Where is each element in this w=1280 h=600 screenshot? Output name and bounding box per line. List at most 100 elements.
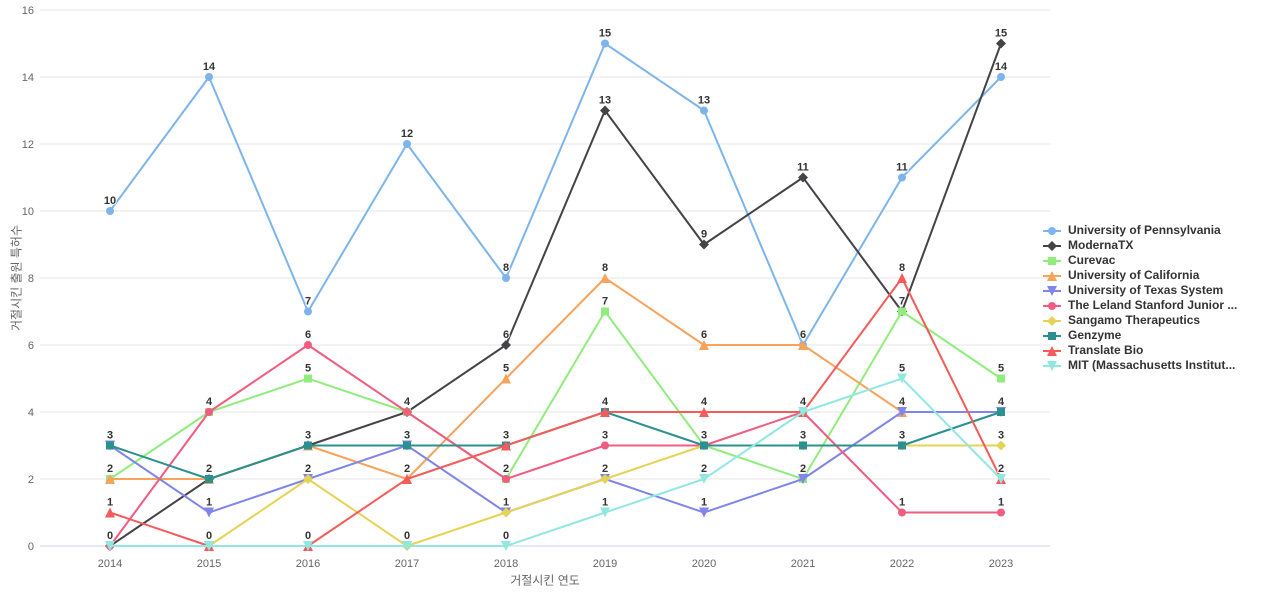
data-point[interactable] (205, 475, 213, 483)
legend-item-label: University of Texas System (1068, 283, 1224, 297)
data-point[interactable] (898, 307, 906, 316)
data-point[interactable] (997, 508, 1005, 517)
data-point[interactable] (700, 106, 708, 115)
x-tick-label: 2023 (989, 558, 1013, 570)
data-point[interactable] (897, 373, 907, 384)
data-label: 6 (800, 329, 806, 341)
data-point[interactable] (600, 507, 610, 518)
data-point[interactable] (501, 440, 511, 451)
x-tick-label: 2015 (197, 558, 221, 570)
y-tick-label: 2 (28, 474, 34, 486)
data-label: 11 (797, 162, 809, 174)
data-point[interactable] (600, 407, 610, 417)
data-point[interactable] (601, 307, 609, 316)
legend-item[interactable]: The Leland Stanford Junior ... (1043, 298, 1237, 313)
data-point[interactable] (205, 73, 213, 81)
data-point[interactable] (699, 407, 709, 417)
data-label: 2 (404, 463, 410, 475)
data-label: 5 (305, 363, 311, 375)
data-point[interactable] (304, 307, 312, 316)
data-point[interactable] (600, 474, 610, 484)
data-point[interactable] (601, 441, 609, 450)
x-tick-label: 2018 (494, 558, 518, 570)
legend-item[interactable]: Curevac (1043, 253, 1237, 268)
data-point[interactable] (699, 474, 709, 484)
data-point[interactable] (502, 274, 510, 282)
data-point[interactable] (996, 474, 1006, 484)
x-axis-title: 거절시킨 연도 (510, 573, 580, 588)
data-point[interactable] (501, 541, 511, 551)
data-point[interactable] (205, 408, 213, 416)
legend-item-label: Curevac (1068, 253, 1116, 267)
data-label: 8 (899, 262, 905, 274)
series-line (109, 411, 1002, 480)
data-point[interactable] (106, 441, 114, 450)
data-point[interactable] (997, 73, 1005, 81)
data-point[interactable] (997, 374, 1005, 383)
data-point[interactable] (105, 541, 115, 551)
legend-item-label: Sangamo Therapeutics (1068, 313, 1201, 327)
legend-item[interactable]: MIT (Massachusetts Institut... (1043, 358, 1237, 373)
data-point[interactable] (402, 474, 412, 484)
data-point[interactable] (105, 474, 115, 484)
data-label: 0 (107, 530, 113, 542)
legend-item[interactable]: Sangamo Therapeutics (1043, 313, 1237, 328)
data-point[interactable] (501, 340, 511, 350)
data-label: 1 (701, 497, 707, 509)
data-point[interactable] (106, 207, 114, 215)
data-point[interactable] (601, 39, 609, 48)
data-label: 9 (701, 229, 707, 241)
data-point[interactable] (105, 507, 115, 518)
data-point[interactable] (898, 508, 906, 517)
data-point[interactable] (898, 173, 906, 182)
y-tick-label: 12 (22, 139, 34, 151)
x-tick-label: 2021 (791, 558, 815, 570)
data-point[interactable] (699, 239, 709, 250)
data-point[interactable] (699, 507, 709, 518)
legend-item[interactable]: University of Pennsylvania (1043, 223, 1237, 238)
data-label: 4 (899, 396, 906, 408)
data-point[interactable] (699, 340, 709, 350)
data-point[interactable] (204, 541, 214, 551)
legend-item-label: University of California (1068, 268, 1200, 282)
data-point[interactable] (403, 441, 411, 450)
series-line (109, 310, 1002, 480)
data-point[interactable] (996, 440, 1006, 451)
data-point[interactable] (303, 474, 313, 484)
data-point[interactable] (700, 441, 708, 450)
legend-item[interactable]: University of California (1043, 268, 1237, 283)
data-point[interactable] (501, 507, 511, 518)
data-point[interactable] (997, 408, 1005, 416)
data-point[interactable] (898, 441, 906, 450)
data-point[interactable] (600, 273, 610, 283)
data-point[interactable] (897, 407, 907, 417)
data-point[interactable] (600, 105, 610, 116)
data-label: 13 (698, 95, 710, 107)
data-point[interactable] (798, 474, 808, 484)
data-point[interactable] (204, 507, 214, 518)
data-point[interactable] (304, 441, 312, 450)
data-point[interactable] (798, 407, 808, 417)
data-point[interactable] (303, 541, 313, 551)
legend-item[interactable]: Translate Bio (1043, 343, 1237, 358)
data-point[interactable] (798, 340, 808, 350)
data-label: 5 (503, 363, 509, 375)
data-point[interactable] (304, 341, 312, 349)
data-point[interactable] (402, 541, 412, 551)
data-label: 3 (503, 430, 509, 442)
data-point[interactable] (996, 38, 1006, 49)
data-point[interactable] (799, 441, 807, 450)
legend-item[interactable]: ModernaTX (1043, 238, 1237, 253)
data-point[interactable] (897, 273, 907, 283)
y-tick-label: 0 (28, 541, 34, 553)
data-point[interactable] (502, 475, 510, 483)
data-point[interactable] (798, 172, 808, 183)
data-point[interactable] (403, 140, 411, 148)
data-point[interactable] (304, 374, 312, 383)
legend-item[interactable]: University of Texas System (1043, 283, 1237, 298)
data-point[interactable] (403, 408, 411, 416)
data-point[interactable] (501, 373, 511, 384)
legend-item-label: Translate Bio (1068, 343, 1144, 357)
legend-item[interactable]: Genzyme (1043, 328, 1237, 343)
